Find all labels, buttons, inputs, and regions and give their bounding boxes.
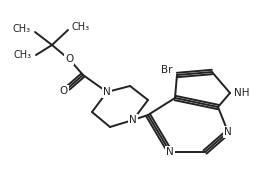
Text: CH₃: CH₃	[13, 24, 31, 34]
Text: N: N	[129, 115, 137, 125]
Text: O: O	[65, 54, 73, 64]
Text: CH₃: CH₃	[14, 50, 32, 60]
Text: CH₃: CH₃	[71, 22, 89, 32]
Text: N: N	[103, 87, 111, 97]
Text: Br: Br	[161, 65, 172, 75]
Text: N: N	[166, 147, 174, 157]
Text: O: O	[60, 86, 68, 96]
Text: NH: NH	[234, 88, 250, 98]
Text: N: N	[224, 127, 232, 137]
